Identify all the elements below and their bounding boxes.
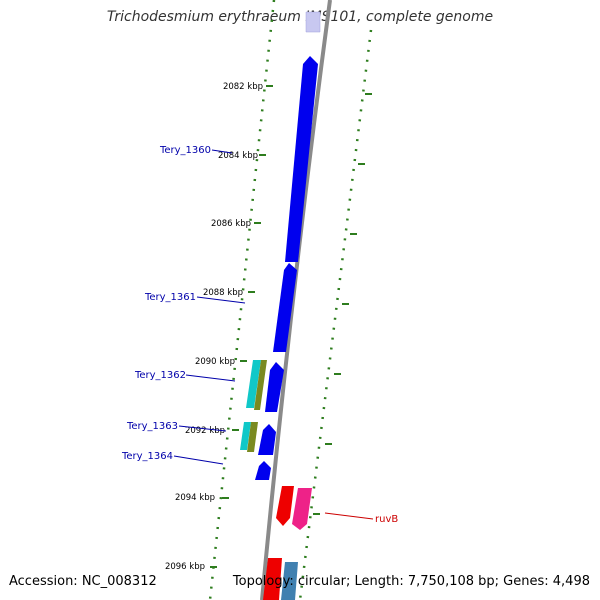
genome-backbone <box>260 0 332 600</box>
gene-label-tery-1362[interactable]: Tery_1362 <box>134 370 186 381</box>
gene-block-pale[interactable] <box>305 11 321 33</box>
kbp-label: 2084 kbp <box>218 151 258 161</box>
genome-summary-text: Topology: circular; Length: 7,750,108 bp… <box>232 574 590 589</box>
gene-arrow-tery-1360[interactable] <box>285 56 318 262</box>
kbp-label: 2096 kbp <box>165 562 205 572</box>
gene-arrow-tery-1364[interactable] <box>255 461 271 480</box>
accession-text: Accession: NC_008312 <box>9 574 157 589</box>
gene-label-ruvb[interactable]: ruvB <box>375 514 398 525</box>
gene-block-olive[interactable] <box>254 360 267 410</box>
gene-label-tery-1360[interactable]: Tery_1360 <box>159 145 211 156</box>
kbp-label: 2092 kbp <box>185 426 225 436</box>
gene-labels: Tery_1360 Tery_1361 Tery_1362 Tery_1363 … <box>121 145 398 525</box>
gene-label-tery-1364[interactable]: Tery_1364 <box>121 451 173 462</box>
kbp-label: 2088 kbp <box>203 288 243 298</box>
gene-label-tery-1363[interactable]: Tery_1363 <box>126 421 178 432</box>
label-leaders <box>173 149 374 520</box>
inner-ring-ticks <box>313 93 372 515</box>
scale-ticks <box>210 85 273 568</box>
outer-dotted-ring <box>208 0 276 600</box>
gene-arrow-red[interactable] <box>276 486 294 526</box>
kbp-label: 2082 kbp <box>223 82 263 92</box>
scale-tick-labels: 2082 kbp 2084 kbp 2086 kbp 2088 kbp 2090… <box>165 82 263 572</box>
gene-arrow-ruvb[interactable] <box>292 488 312 530</box>
gene-block-olive[interactable] <box>247 422 258 452</box>
map-title: Trichodesmium erythraeum IMS101, complet… <box>106 9 494 25</box>
gene-block-steelblue[interactable] <box>281 562 298 600</box>
gene-arrow-tery-1363[interactable] <box>258 424 276 455</box>
kbp-label: 2094 kbp <box>175 493 215 503</box>
gene-block-cyan[interactable] <box>246 360 261 408</box>
kbp-label: 2086 kbp <box>211 219 251 229</box>
gene-block-cyan[interactable] <box>240 422 251 450</box>
gene-label-tery-1361[interactable]: Tery_1361 <box>144 292 196 303</box>
gene-arrow-tery-1362[interactable] <box>265 362 284 412</box>
kbp-label: 2090 kbp <box>195 357 235 367</box>
gene-arrow-tery-1361[interactable] <box>273 263 297 352</box>
gene-block-red[interactable] <box>263 558 282 600</box>
